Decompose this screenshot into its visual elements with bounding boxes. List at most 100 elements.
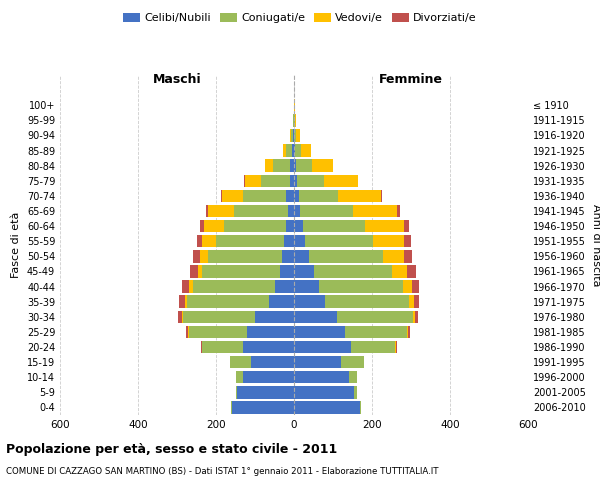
Bar — [232, 401, 294, 413]
Bar — [290, 174, 294, 187]
Bar — [197, 265, 202, 278]
Bar — [204, 220, 224, 232]
Text: Maschi: Maschi — [152, 72, 202, 86]
Bar — [397, 205, 400, 217]
Bar — [293, 114, 294, 126]
Bar — [290, 160, 294, 172]
Bar — [286, 220, 294, 232]
Bar — [404, 220, 409, 232]
Bar — [265, 160, 272, 172]
Bar — [182, 310, 183, 323]
Bar — [201, 341, 202, 353]
Bar — [202, 235, 216, 248]
Bar — [396, 341, 397, 353]
Bar — [311, 160, 333, 172]
Bar — [294, 371, 349, 384]
Bar — [206, 205, 208, 217]
Bar — [305, 235, 373, 248]
Bar — [353, 205, 397, 217]
Bar — [186, 326, 188, 338]
Bar — [408, 326, 410, 338]
Bar — [294, 114, 295, 126]
Bar — [355, 386, 357, 398]
Bar — [294, 190, 299, 202]
Bar — [294, 356, 341, 368]
Bar — [193, 280, 275, 293]
Bar — [292, 144, 294, 157]
Bar — [392, 265, 407, 278]
Bar — [294, 296, 325, 308]
Bar — [235, 371, 244, 384]
Bar — [288, 205, 294, 217]
Bar — [200, 220, 204, 232]
Bar — [290, 129, 291, 141]
Bar — [221, 190, 222, 202]
Bar — [200, 250, 208, 262]
Bar — [349, 371, 357, 384]
Bar — [314, 265, 392, 278]
Bar — [294, 341, 350, 353]
Bar — [296, 160, 311, 172]
Text: Femmine: Femmine — [379, 72, 443, 86]
Bar — [415, 310, 418, 323]
Bar — [284, 235, 294, 248]
Bar — [185, 296, 187, 308]
Bar — [409, 296, 414, 308]
Bar — [295, 114, 296, 126]
Bar — [295, 144, 301, 157]
Bar — [244, 190, 286, 202]
Bar — [414, 296, 419, 308]
Bar — [178, 310, 182, 323]
Bar — [404, 250, 412, 262]
Bar — [216, 235, 284, 248]
Bar — [294, 250, 309, 262]
Y-axis label: Fasce di età: Fasce di età — [11, 212, 21, 278]
Bar — [365, 220, 404, 232]
Bar — [261, 174, 290, 187]
Legend: Celibi/Nubili, Coniugati/e, Vedovi/e, Divorziati/e: Celibi/Nubili, Coniugati/e, Vedovi/e, Di… — [119, 8, 481, 28]
Bar — [403, 280, 412, 293]
Bar — [286, 190, 294, 202]
Text: COMUNE DI CAZZAGO SAN MARTINO (BS) - Dati ISTAT 1° gennaio 2011 - Elaborazione T: COMUNE DI CAZZAGO SAN MARTINO (BS) - Dat… — [6, 468, 439, 476]
Bar — [301, 144, 311, 157]
Bar — [293, 129, 294, 141]
Bar — [190, 280, 193, 293]
Bar — [197, 235, 202, 248]
Bar — [224, 220, 286, 232]
Bar — [300, 205, 353, 217]
Bar — [338, 190, 380, 202]
Bar — [294, 220, 302, 232]
Bar — [283, 144, 286, 157]
Bar — [269, 296, 294, 308]
Bar — [383, 250, 404, 262]
Bar — [182, 280, 190, 293]
Bar — [193, 250, 200, 262]
Bar — [247, 326, 294, 338]
Bar — [233, 205, 288, 217]
Bar — [244, 341, 294, 353]
Bar — [235, 386, 238, 398]
Bar — [297, 174, 325, 187]
Text: Popolazione per età, sesso e stato civile - 2011: Popolazione per età, sesso e stato civil… — [6, 442, 337, 456]
Bar — [238, 386, 294, 398]
Bar — [286, 144, 292, 157]
Bar — [373, 235, 404, 248]
Bar — [407, 326, 408, 338]
Bar — [296, 129, 300, 141]
Bar — [280, 265, 294, 278]
Bar — [202, 341, 244, 353]
Bar — [295, 129, 296, 141]
Bar — [244, 174, 245, 187]
Bar — [188, 326, 247, 338]
Bar — [179, 296, 185, 308]
Bar — [251, 356, 294, 368]
Bar — [244, 371, 294, 384]
Bar — [283, 250, 294, 262]
Bar — [337, 310, 413, 323]
Bar — [294, 235, 305, 248]
Bar — [350, 341, 395, 353]
Bar — [294, 144, 295, 157]
Bar — [344, 326, 407, 338]
Bar — [230, 356, 251, 368]
Bar — [294, 160, 296, 172]
